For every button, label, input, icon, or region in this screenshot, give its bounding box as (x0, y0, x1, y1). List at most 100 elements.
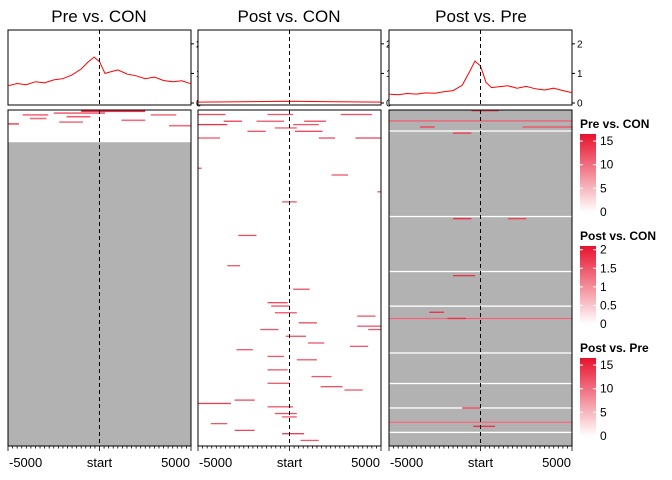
heatmap-segment (349, 345, 369, 347)
heatmap-segment (234, 429, 255, 431)
legend-title: Post vs. CON (580, 229, 656, 243)
x-tick-label: 5000 (161, 455, 190, 470)
heatmap-segment (267, 113, 294, 116)
heatmap-segment (331, 174, 349, 176)
heatmap-segment (285, 335, 306, 337)
heatmap-segment (318, 137, 336, 139)
panel-title-1: Pre vs. CON (51, 7, 146, 26)
x-tick-label: 5000 (351, 455, 380, 470)
heatmap-segment (210, 422, 228, 425)
heatmap-segment (453, 274, 476, 277)
legend-tick-label: 0.5 (600, 298, 617, 312)
heatmap-zero-row (389, 352, 572, 354)
heatmap-segment (238, 234, 257, 237)
heatmap-segment (311, 375, 332, 378)
heatmap-segment (355, 137, 381, 139)
legend-colorbar (580, 134, 596, 212)
legend-tick-label: 10 (600, 158, 614, 172)
legend-tick-label: 0 (600, 317, 607, 331)
heatmap-segment (121, 119, 146, 122)
heatmap-segment (81, 110, 146, 113)
heatmap-segment (22, 114, 49, 116)
heatmap-segment (267, 355, 285, 358)
heatmap-segment (304, 120, 327, 122)
heatmap-segment (300, 439, 319, 442)
heatmap-segment (271, 305, 290, 307)
heatmap-segment (8, 123, 19, 125)
heatmap-segment (198, 167, 202, 169)
legend-title: Pre vs. CON (580, 117, 649, 131)
heatmap-segment (471, 110, 499, 112)
heatmap-plots (7, 109, 573, 447)
heatmap-segment (296, 359, 317, 361)
profile-panel-1: 012 (7, 29, 202, 110)
x-tick-label: start (468, 455, 494, 470)
y-tick-label: 1 (577, 69, 583, 80)
legend-tick-label: 1 (600, 280, 607, 294)
x-tick-label: 5000 (542, 455, 571, 470)
heatmap-segment (453, 217, 472, 220)
heatmap-segment (420, 126, 435, 128)
heatmap-segment (66, 115, 91, 118)
legend-tick-label: 5 (600, 181, 607, 195)
heatmap-segment (377, 191, 381, 193)
heatmap-segment (368, 328, 381, 331)
x-tick-label: -5000 (199, 455, 232, 470)
heatmap-segment (234, 399, 255, 401)
heatmap-segment (344, 389, 363, 391)
heatmap-segment (227, 265, 241, 267)
heatmap-segment (198, 402, 231, 405)
legend-tick-label: 10 (600, 382, 614, 396)
heatmap-segment (53, 112, 105, 114)
heatmap-segment (389, 421, 572, 423)
legend-title: Post vs. Pre (580, 341, 649, 355)
x-tick-label: start (277, 455, 303, 470)
x-axis-3: -5000 start 5000 (388, 446, 573, 470)
heatmap-segment (267, 382, 290, 384)
heatmap-segment (320, 386, 343, 388)
heatmap-segment (274, 312, 297, 314)
heatmap-segment (522, 126, 572, 128)
x-tick-label: -5000 (390, 455, 423, 470)
x-tick-label: -5000 (9, 455, 42, 470)
panel-title-2: Post vs. CON (238, 7, 341, 26)
heatmap-segment (260, 328, 279, 331)
heatmap-segment (389, 317, 572, 320)
x-axis-2: -5000 start 5000 (197, 446, 382, 470)
heatmap-segment (507, 217, 527, 220)
x-tick-label: start (87, 455, 113, 470)
legend-post-vs-pre: Post vs. Pre 15 10 5 0 (580, 341, 649, 443)
legend-tick-label: 0 (600, 429, 607, 443)
heatmap-segment (293, 123, 319, 126)
heatmap-segment (357, 325, 381, 327)
heatmap-segment (447, 317, 466, 320)
heatmap-segment (429, 311, 444, 313)
panel-title-3: Post vs. Pre (435, 7, 527, 26)
profile-plots: 012012012 (7, 29, 583, 110)
heatmap-segment (307, 342, 325, 344)
legend-ticks: 15 10 5 0 (580, 358, 614, 443)
heatmap-segment (267, 369, 288, 371)
heatmap-segment (282, 416, 297, 418)
y-tick-label: 0 (577, 99, 583, 110)
heatmap-segment (473, 425, 496, 428)
legend-colorbar (580, 246, 596, 324)
profile-panel-3: 0 1 2 (388, 29, 583, 110)
heatmap-segment (293, 288, 310, 290)
heatmap-segment (453, 132, 472, 134)
heatmap-panel-3 (388, 109, 573, 447)
legend-tick-label: 5 (600, 405, 607, 419)
heatmap-panel-1 (7, 109, 192, 447)
legend-pre-vs-con: Pre vs. CON 15 10 5 0 (580, 117, 649, 219)
heatmap-segment (294, 130, 323, 132)
legend-post-vs-con: Post vs. CON 2 1.5 1 0.5 0 (580, 229, 656, 331)
heatmap-segment (462, 407, 481, 409)
heatmap-segment (198, 113, 226, 116)
heatmap-segment (59, 121, 84, 123)
x-axes: -5000 start 5000 -5000 start 5000 -5000 start 50… (7, 446, 573, 470)
x-axis-1: -5000 start 5000 (7, 446, 192, 470)
legend-colorbar (580, 358, 596, 436)
y-tick-label: 2 (577, 39, 583, 50)
heatmap-segment (29, 117, 47, 120)
heatmap-segment (256, 120, 285, 122)
